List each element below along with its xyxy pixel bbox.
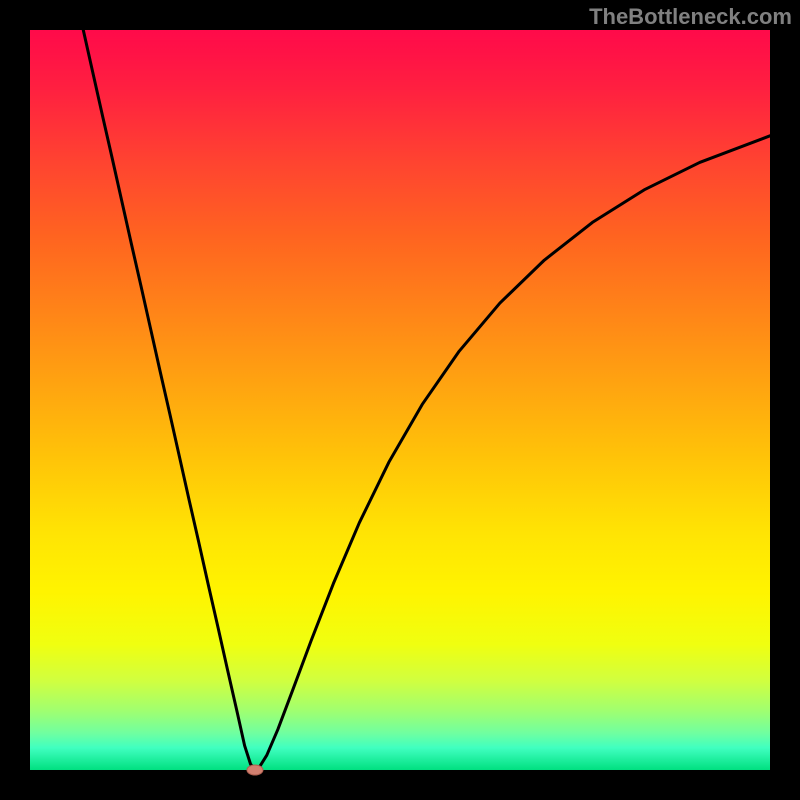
minimum-marker	[247, 765, 263, 775]
watermark-text: TheBottleneck.com	[589, 4, 792, 30]
chart-container: TheBottleneck.com	[0, 0, 800, 800]
plot-area	[30, 30, 770, 770]
gradient-background	[30, 30, 770, 770]
plot-svg	[30, 30, 770, 770]
